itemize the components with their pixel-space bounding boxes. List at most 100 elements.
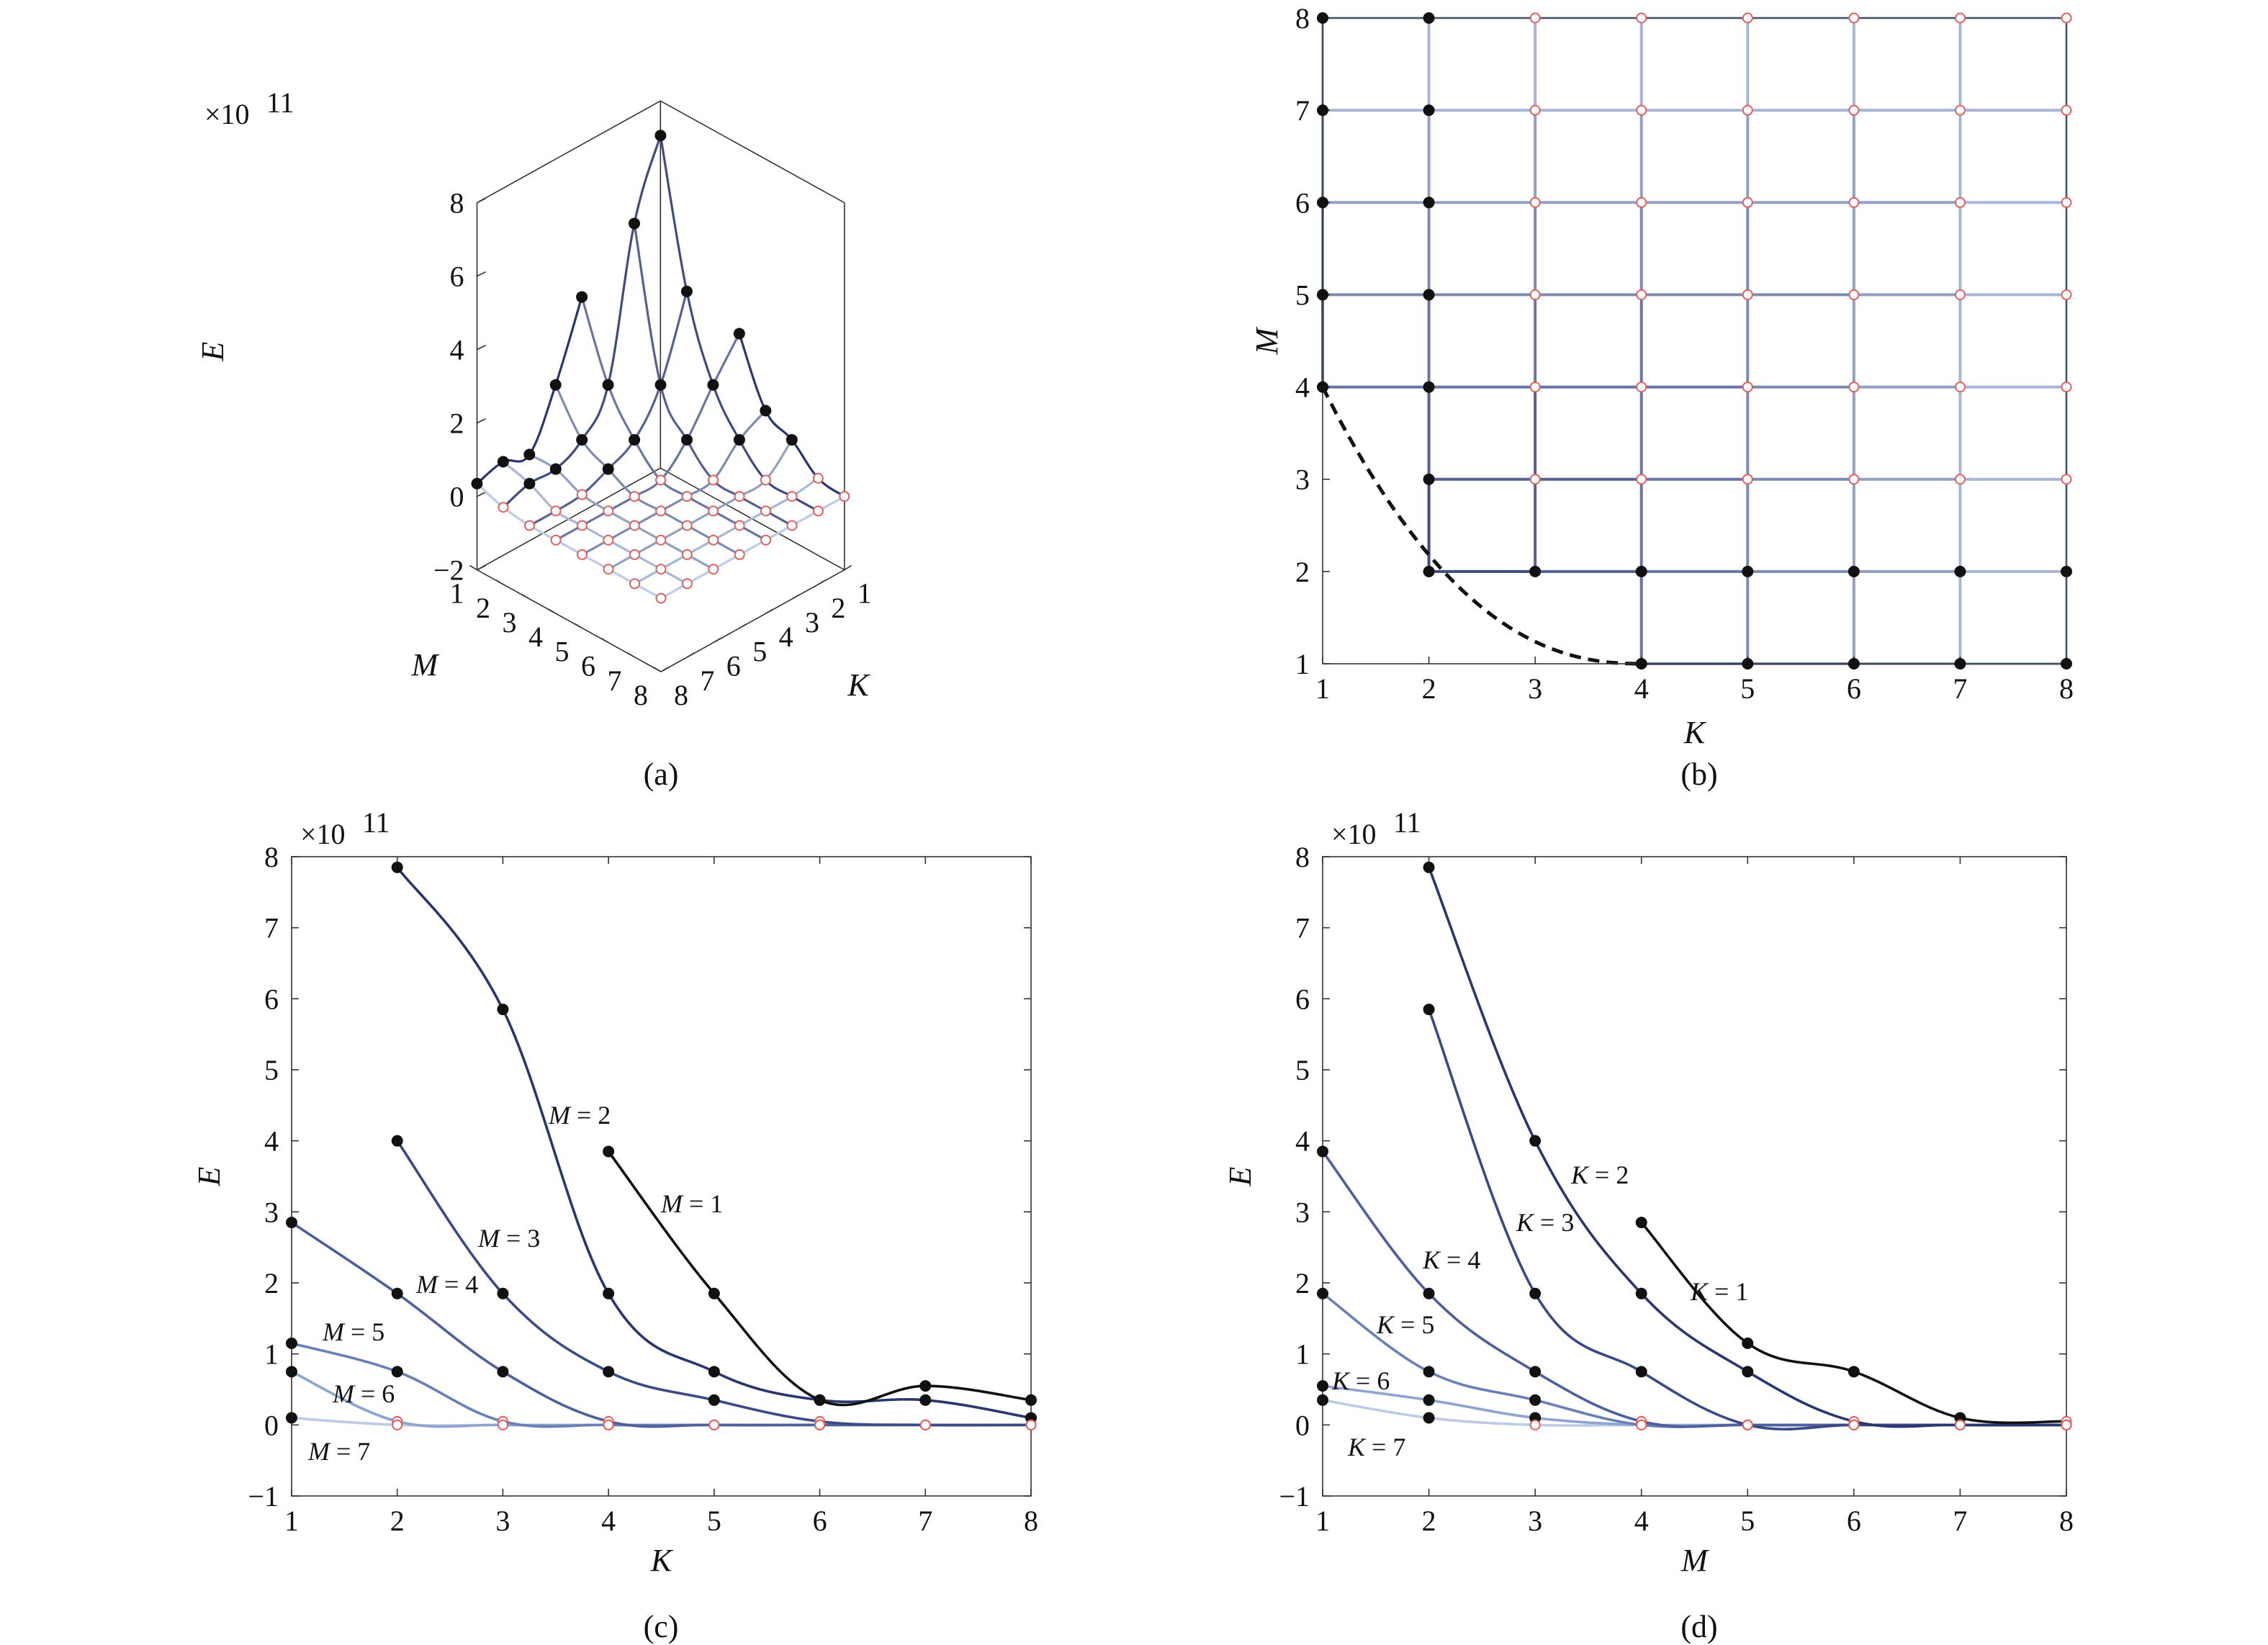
x-tick-label: 5 — [707, 1505, 721, 1537]
surface-point — [629, 549, 640, 560]
y-tick-label: 2 — [1295, 1267, 1310, 1299]
series-point — [1423, 1412, 1435, 1424]
series-label-1: K = 1 — [1690, 1277, 1748, 1306]
y-tick-label: 4 — [264, 1125, 279, 1158]
surface-point — [471, 477, 483, 490]
grid-point — [1529, 12, 1541, 24]
y-tick-label: −1 — [248, 1480, 279, 1513]
caption-c: (c) — [644, 1609, 679, 1644]
series-label-7: K = 7 — [1347, 1433, 1405, 1461]
series-label-4: K = 4 — [1422, 1245, 1480, 1274]
series-label-value: = 1 — [683, 1189, 723, 1218]
x-tick-label: 7 — [918, 1505, 932, 1537]
z-tick-mark — [477, 344, 486, 351]
surface-point — [629, 491, 640, 502]
caption-b: (b) — [1680, 757, 1717, 792]
series-point — [1635, 1287, 1647, 1299]
surface-point — [498, 502, 509, 513]
surface-point — [708, 564, 719, 575]
grid-point — [1742, 12, 1753, 24]
series-point — [1848, 1366, 1860, 1378]
surface-point — [734, 520, 745, 531]
series-label-var: K — [1376, 1310, 1395, 1339]
grid-point — [1636, 474, 1647, 485]
series-line-1 — [607, 1150, 1032, 1407]
caption-a: (a) — [644, 757, 679, 792]
series-label-value: = 4 — [1440, 1245, 1480, 1274]
surface-point — [577, 549, 588, 560]
y-tick-label: 1 — [264, 1338, 279, 1371]
series-label-value: = 4 — [438, 1270, 478, 1299]
series-point-open — [1529, 1419, 1541, 1430]
surface-point — [549, 463, 562, 475]
series-label-value: = 7 — [330, 1437, 370, 1466]
surface-point — [629, 520, 640, 531]
series-label-var: M — [332, 1379, 356, 1408]
y-tick-label: 8 — [264, 841, 279, 873]
y-tick-label: 5 — [1295, 279, 1310, 311]
series-point — [1423, 1394, 1435, 1406]
surface-point — [576, 489, 588, 500]
k-tick-label: 5 — [752, 635, 767, 667]
grid-point — [1317, 197, 1328, 209]
grid-point — [1954, 12, 1966, 24]
surface-point — [550, 505, 562, 517]
grid-point — [2061, 658, 2072, 670]
grid-point — [1954, 658, 1966, 670]
series-point — [708, 1366, 720, 1378]
multiplier-exponent: 11 — [362, 806, 390, 839]
surface-point — [708, 534, 719, 546]
surface-point — [760, 534, 772, 546]
series-point — [708, 1394, 720, 1406]
surface-point — [655, 564, 667, 575]
grid-point — [2061, 565, 2072, 577]
surface-point — [681, 549, 693, 560]
grid-point — [1529, 289, 1541, 300]
series-point — [1317, 1394, 1328, 1406]
z-tick-label: 6 — [450, 261, 464, 293]
series-point — [391, 1366, 403, 1378]
x-tick-label: 5 — [1740, 1505, 1755, 1537]
series-label-var: M — [477, 1224, 501, 1253]
grid-point — [1848, 658, 1860, 670]
z-tick-label: 2 — [450, 407, 464, 440]
y-tick-label: 3 — [264, 1196, 279, 1228]
grid-point — [1742, 565, 1754, 577]
series-label-6: M = 6 — [332, 1379, 395, 1408]
series-point — [391, 1135, 403, 1147]
z-tick-mark — [477, 491, 486, 497]
series-label-7: M = 7 — [307, 1437, 370, 1466]
x-tick-label: 7 — [1953, 672, 1967, 705]
panel-b-grid-plot: 1 2 3 4 5 6 7 8 1 2 3 4 5 6 7 8 K M (b) — [1249, 2, 2074, 792]
surface-point — [576, 291, 588, 303]
y-tick-label: 8 — [1295, 2, 1310, 35]
series-label-var: K — [1331, 1366, 1351, 1395]
y-tick-label: 1 — [1295, 1338, 1310, 1371]
grid-point — [1317, 104, 1328, 117]
y-axis-label: M — [1249, 326, 1284, 355]
y-tick-label: 6 — [264, 983, 279, 1015]
z-tick-label: 4 — [450, 334, 464, 366]
series-label-2: K = 2 — [1570, 1160, 1629, 1189]
z-tick-mark — [477, 197, 486, 204]
grid-point — [1423, 381, 1435, 393]
surface-point — [708, 505, 719, 517]
surface-point — [760, 474, 771, 486]
m-tick-mark — [600, 637, 609, 644]
series-label-var: K — [1516, 1208, 1535, 1237]
series-point-open — [497, 1419, 508, 1430]
series-point — [1423, 1287, 1435, 1299]
series-point — [286, 1217, 297, 1229]
m-tick-mark — [469, 564, 477, 571]
surface-point — [655, 474, 667, 486]
y-tick-label: 2 — [264, 1267, 279, 1299]
y-tick-label: 1 — [1295, 648, 1310, 680]
k-tick-mark — [844, 564, 852, 571]
surface-point — [629, 578, 640, 590]
grid-point — [1954, 104, 1966, 116]
k-axis-label: K — [847, 667, 870, 703]
z-tick-label: 0 — [450, 481, 464, 513]
surface-point — [734, 491, 745, 502]
series-point — [286, 1337, 297, 1349]
surface-point — [786, 433, 798, 446]
